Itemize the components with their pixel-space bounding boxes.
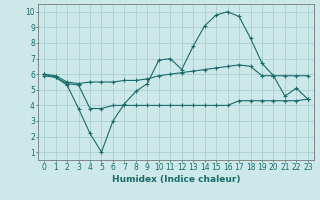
X-axis label: Humidex (Indice chaleur): Humidex (Indice chaleur) — [112, 175, 240, 184]
